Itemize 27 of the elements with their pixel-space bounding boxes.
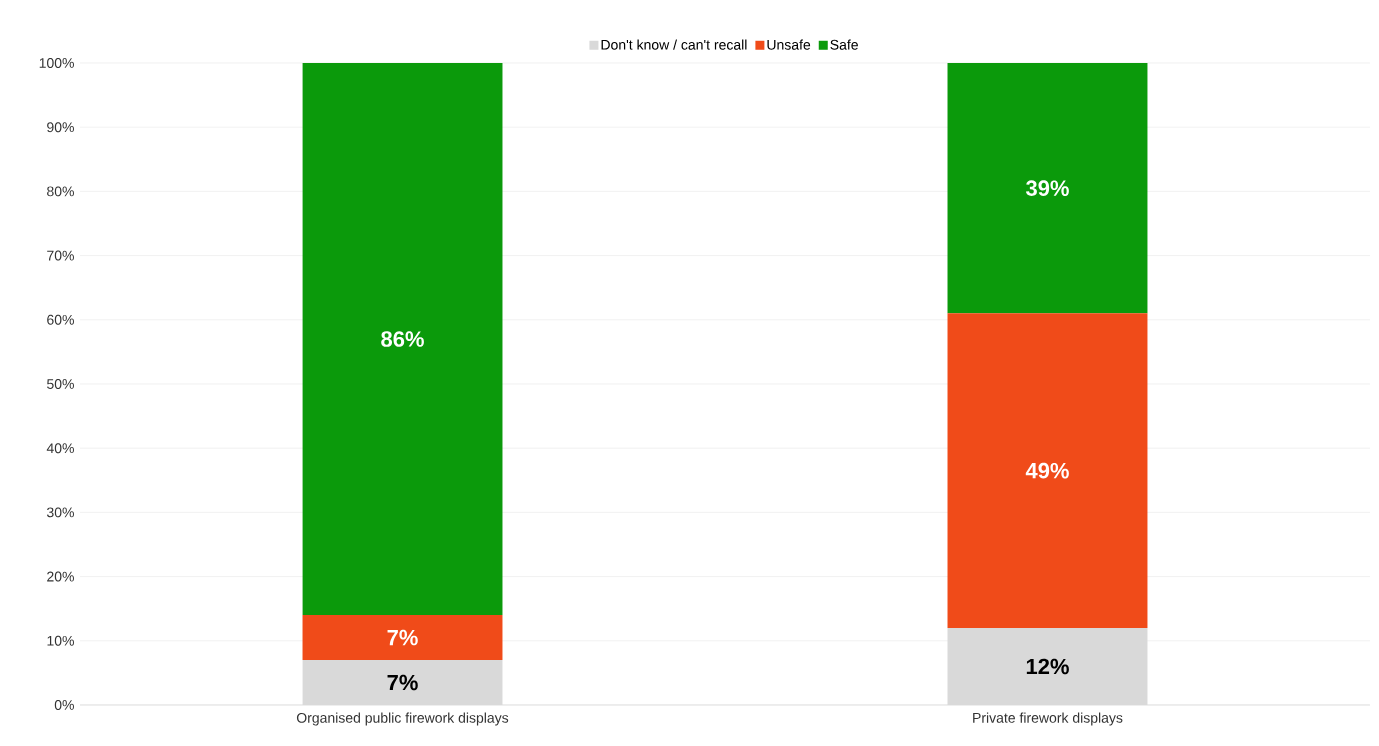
y-tick-label: 0% xyxy=(54,700,74,710)
y-tick-label: 40% xyxy=(46,443,74,454)
data-label: 12% xyxy=(1026,658,1069,675)
y-tick-label: 70% xyxy=(47,250,74,261)
y-tick-label: 30% xyxy=(46,507,74,518)
x-tick-label: Private firework displays xyxy=(973,712,1123,726)
bar xyxy=(302,660,503,705)
bar xyxy=(947,62,1148,314)
bar xyxy=(302,62,503,616)
data-label: 39% xyxy=(1025,180,1069,196)
y-tick-label: 60% xyxy=(47,314,74,325)
y-tick-label: 100% xyxy=(39,58,74,68)
y-tick-label: 80% xyxy=(47,186,74,197)
legend-label: Unsafe xyxy=(767,39,811,50)
y-tick-label: 20% xyxy=(47,571,74,582)
y-tick-label: 10% xyxy=(47,635,74,646)
data-label: 7% xyxy=(387,629,418,646)
legend-label: Safe xyxy=(830,39,858,50)
legend-label: Don't know / can't recall xyxy=(601,39,747,50)
x-tick-label: Organised public firework displays xyxy=(296,712,509,726)
data-label: 86% xyxy=(381,331,424,347)
bar xyxy=(947,313,1148,628)
y-tick-label: 90% xyxy=(47,122,74,133)
data-label: 7% xyxy=(387,674,418,691)
y-tick-label: 50% xyxy=(47,379,74,389)
data-label: 49% xyxy=(1025,462,1069,479)
bar xyxy=(302,615,503,661)
